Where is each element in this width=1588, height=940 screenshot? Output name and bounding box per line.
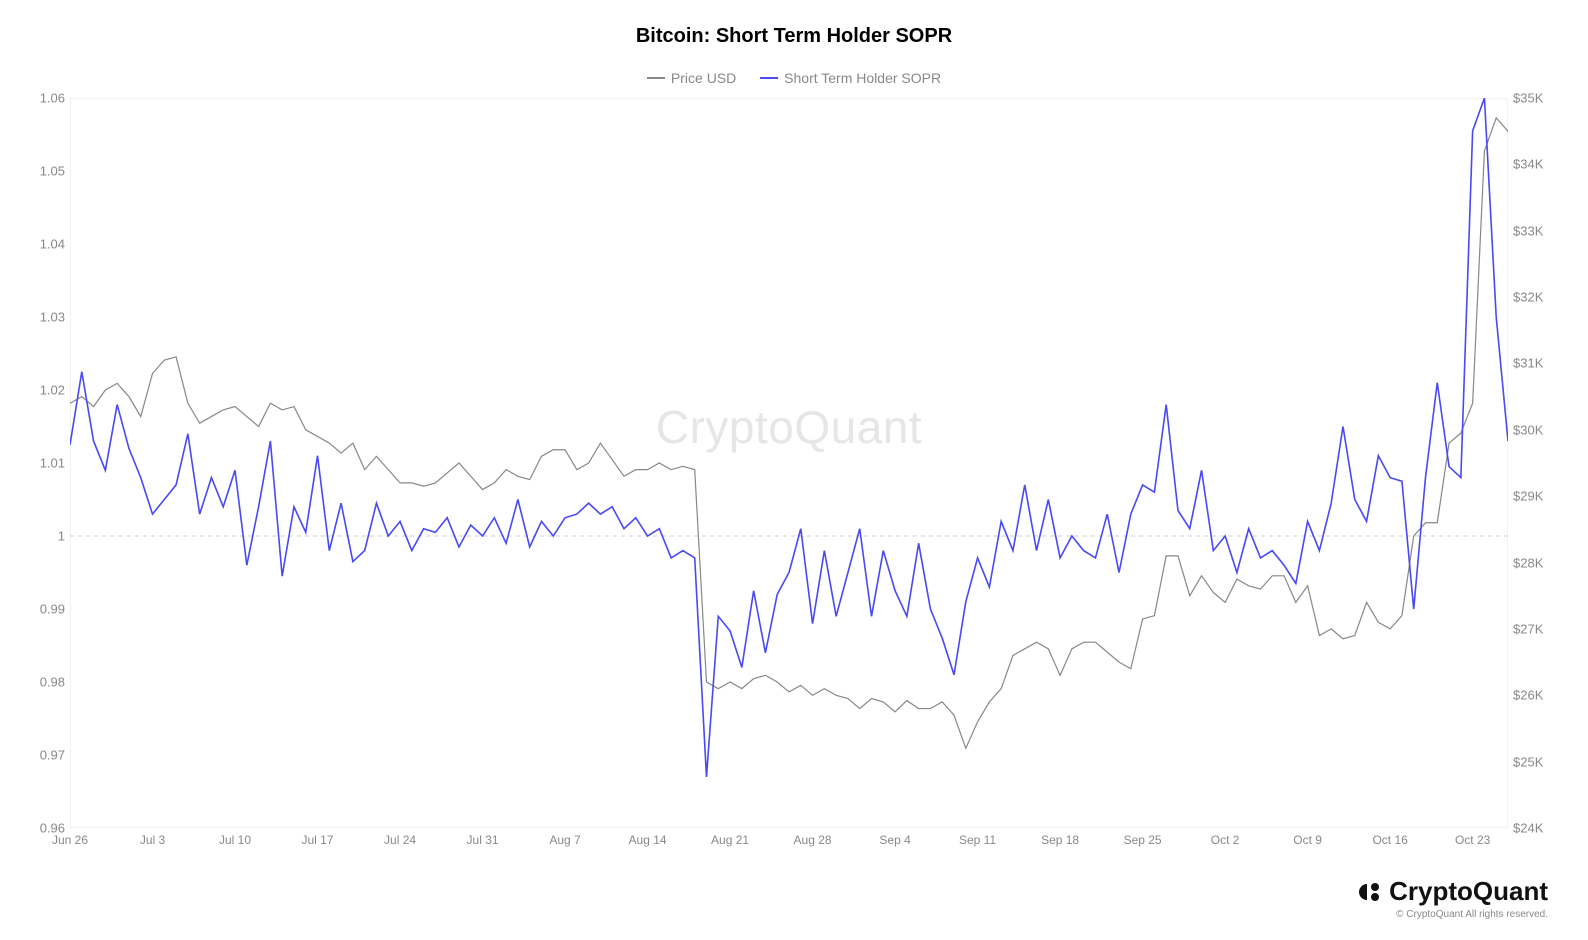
brand-logo-icon <box>1355 880 1383 904</box>
y-axis-right: $24K$25K$26K$27K$28K$29K$30K$31K$32K$33K… <box>1513 98 1568 828</box>
y-left-tick: 0.99 <box>20 602 65 617</box>
legend-item-price: Price USD <box>647 70 736 86</box>
chart-container: Bitcoin: Short Term Holder SOPR Price US… <box>20 25 1568 910</box>
y-right-tick: $32K <box>1513 290 1568 305</box>
y-right-tick: $30K <box>1513 422 1568 437</box>
x-tick: Jul 3 <box>140 833 165 847</box>
x-tick: Aug 14 <box>629 833 667 847</box>
y-right-tick: $29K <box>1513 489 1568 504</box>
brand-name: CryptoQuant <box>1389 876 1548 907</box>
legend: Price USD Short Term Holder SOPR <box>20 66 1568 86</box>
y-right-tick: $33K <box>1513 223 1568 238</box>
x-tick: Jul 31 <box>467 833 499 847</box>
y-left-tick: 1.05 <box>20 164 65 179</box>
y-axis-left: 0.960.970.980.9911.011.021.031.041.051.0… <box>20 98 65 828</box>
y-right-tick: $34K <box>1513 157 1568 172</box>
x-tick: Aug 7 <box>549 833 580 847</box>
legend-swatch-sopr <box>760 77 778 79</box>
plot-area: CryptoQuant 0.960.970.980.9911.011.021.0… <box>70 98 1508 828</box>
y-left-tick: 0.97 <box>20 748 65 763</box>
x-tick: Oct 9 <box>1293 833 1322 847</box>
chart-title: Bitcoin: Short Term Holder SOPR <box>20 25 1568 48</box>
x-tick: Jul 10 <box>219 833 251 847</box>
x-tick: Sep 11 <box>959 833 996 847</box>
y-right-tick: $28K <box>1513 555 1568 570</box>
x-tick: Oct 2 <box>1211 833 1240 847</box>
y-left-tick: 1.06 <box>20 91 65 106</box>
y-right-tick: $25K <box>1513 754 1568 769</box>
x-tick: Sep 4 <box>879 833 910 847</box>
x-tick: Aug 21 <box>711 833 749 847</box>
brand-logo: CryptoQuant <box>1355 876 1548 907</box>
x-tick: Sep 18 <box>1041 833 1079 847</box>
y-left-tick: 1.04 <box>20 237 65 252</box>
x-axis: Jun 26Jul 3Jul 10Jul 17Jul 24Jul 31Aug 7… <box>70 833 1508 853</box>
y-left-tick: 1.03 <box>20 310 65 325</box>
plot-svg <box>70 98 1508 828</box>
y-left-tick: 0.98 <box>20 675 65 690</box>
y-right-tick: $27K <box>1513 621 1568 636</box>
brand-block: CryptoQuant © CryptoQuant All rights res… <box>1355 876 1548 920</box>
x-tick: Aug 28 <box>794 833 832 847</box>
legend-label-price: Price USD <box>671 70 736 86</box>
y-right-tick: $26K <box>1513 688 1568 703</box>
x-tick: Oct 23 <box>1455 833 1490 847</box>
x-tick: Oct 16 <box>1372 833 1407 847</box>
y-left-tick: 1.01 <box>20 456 65 471</box>
brand-copyright: © CryptoQuant All rights reserved. <box>1355 909 1548 920</box>
price-line <box>70 118 1508 748</box>
x-tick: Jul 17 <box>302 833 334 847</box>
x-tick: Jun 26 <box>52 833 88 847</box>
y-right-tick: $35K <box>1513 91 1568 106</box>
x-tick: Jul 24 <box>384 833 416 847</box>
x-tick: Sep 25 <box>1124 833 1162 847</box>
y-left-tick: 1 <box>20 529 65 544</box>
sopr-line <box>70 98 1508 777</box>
legend-item-sopr: Short Term Holder SOPR <box>760 70 941 86</box>
y-right-tick: $31K <box>1513 356 1568 371</box>
y-right-tick: $24K <box>1513 821 1568 836</box>
legend-swatch-price <box>647 77 665 79</box>
legend-label-sopr: Short Term Holder SOPR <box>784 70 941 86</box>
y-left-tick: 1.02 <box>20 383 65 398</box>
